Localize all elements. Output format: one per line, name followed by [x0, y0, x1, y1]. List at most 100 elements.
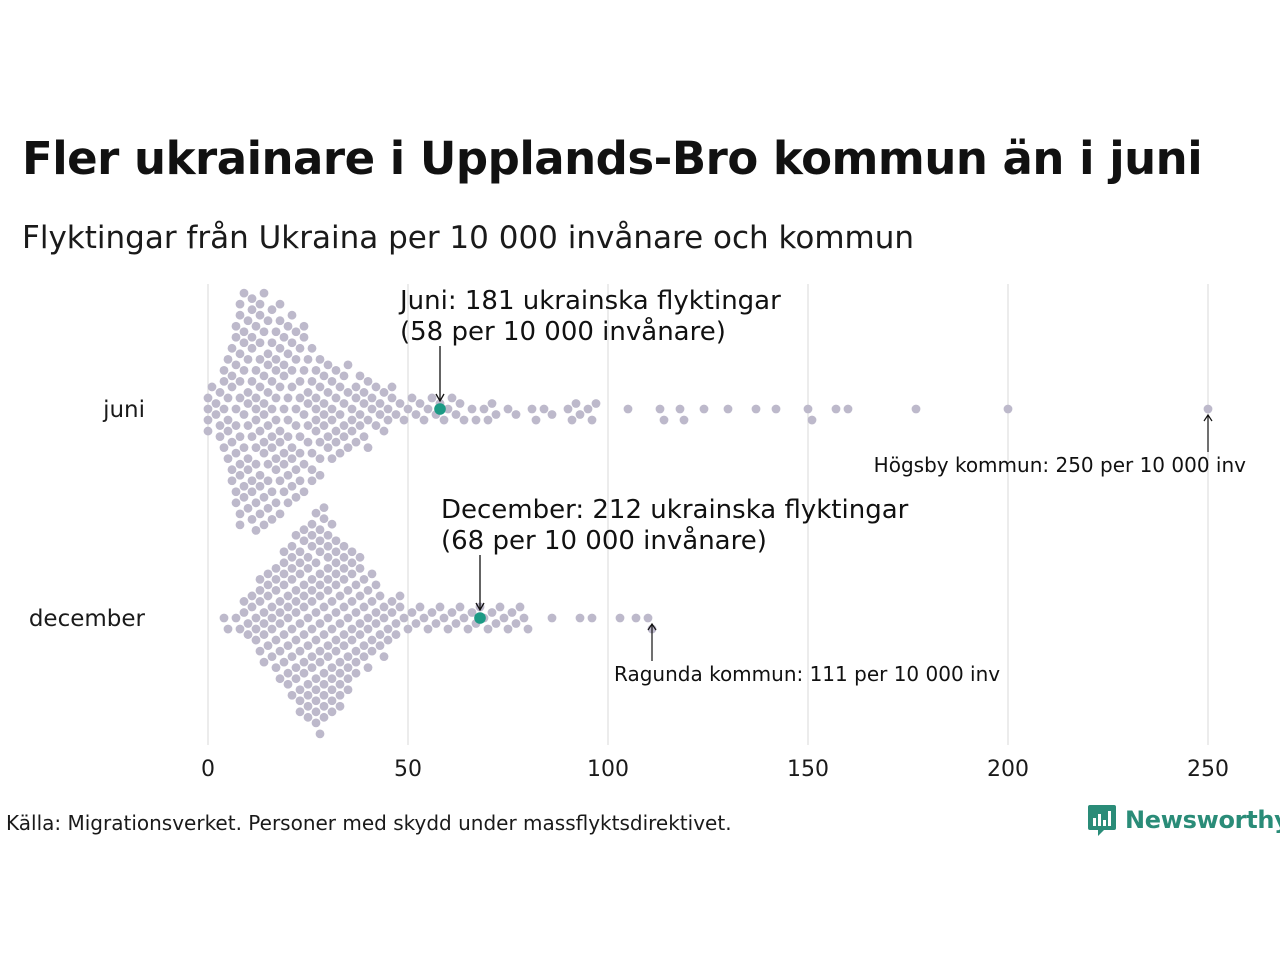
data-point	[331, 608, 341, 617]
data-point	[843, 404, 853, 414]
data-point	[247, 294, 257, 304]
data-point	[347, 404, 357, 414]
data-point	[323, 613, 333, 623]
data-point	[227, 465, 237, 475]
data-point	[831, 404, 841, 414]
data-point	[311, 508, 321, 518]
data-point	[283, 415, 293, 425]
data-point	[383, 404, 393, 414]
data-point	[379, 388, 389, 397]
data-point	[279, 657, 289, 667]
data-point	[295, 646, 305, 656]
data-point	[415, 399, 425, 408]
data-point	[239, 597, 249, 606]
data-point	[227, 371, 237, 381]
data-point	[331, 393, 341, 403]
data-point	[375, 641, 385, 650]
data-point	[331, 365, 341, 375]
data-point	[227, 343, 237, 353]
data-point	[383, 624, 393, 634]
category-label: juni	[102, 397, 145, 423]
data-point	[615, 613, 625, 623]
data-point	[363, 613, 373, 623]
data-point	[347, 624, 357, 634]
data-point	[375, 399, 385, 408]
highlight-point	[474, 612, 486, 624]
data-point	[291, 465, 301, 475]
data-point	[283, 668, 293, 678]
data-point	[279, 630, 289, 639]
data-point	[235, 377, 245, 386]
data-point	[307, 530, 317, 540]
data-point	[307, 574, 317, 584]
data-point	[311, 696, 321, 706]
data-point	[287, 541, 297, 551]
data-point	[459, 613, 469, 623]
data-point	[699, 404, 709, 414]
data-point	[243, 630, 253, 639]
data-point	[367, 393, 377, 403]
data-point	[435, 602, 445, 612]
data-point	[255, 574, 265, 584]
data-point	[275, 426, 285, 436]
data-point	[335, 591, 345, 601]
data-point	[323, 652, 333, 662]
data-point	[255, 382, 265, 392]
data-point	[263, 360, 273, 370]
data-point	[243, 619, 253, 628]
data-point	[299, 602, 309, 612]
data-point	[531, 415, 541, 425]
data-point	[255, 338, 265, 348]
data-point	[359, 574, 369, 584]
data-point	[259, 630, 269, 639]
data-point	[279, 547, 289, 557]
highlight-annotation: (68 per 10 000 invånare)	[441, 525, 767, 556]
data-point	[319, 399, 329, 408]
data-point	[347, 415, 357, 425]
beeswarm-chart: 0 50 100 150 200 250 juni december Juni: 181 u…	[29, 284, 1246, 782]
data-point	[375, 630, 385, 639]
data-point	[275, 509, 285, 519]
data-point	[431, 619, 441, 628]
data-point	[275, 619, 285, 628]
data-point	[235, 520, 245, 530]
data-point	[295, 707, 305, 717]
data-point	[1003, 404, 1013, 414]
data-point	[231, 448, 241, 458]
data-point	[291, 597, 301, 606]
data-point	[331, 558, 341, 568]
data-point	[259, 448, 269, 458]
data-point	[283, 641, 293, 650]
data-point	[267, 443, 277, 453]
data-point	[351, 646, 361, 656]
data-point	[311, 365, 321, 375]
data-point	[359, 641, 369, 650]
data-point	[631, 613, 641, 623]
data-point	[387, 393, 397, 403]
highlight-annotation: Juni: 181 ukrainska flyktingar	[398, 286, 781, 316]
data-point	[239, 327, 249, 337]
max-annotation: Ragunda kommun: 111 per 10 000 inv	[614, 662, 1000, 686]
data-point	[523, 624, 533, 634]
data-point	[255, 354, 265, 364]
data-point	[291, 586, 301, 595]
data-point	[299, 630, 309, 639]
data-point	[279, 487, 289, 497]
data-point	[339, 541, 349, 551]
data-point	[267, 624, 277, 634]
data-point	[303, 613, 313, 623]
data-point	[239, 410, 249, 419]
data-point	[271, 574, 281, 584]
data-point	[247, 514, 257, 524]
data-point	[507, 608, 517, 617]
data-point	[283, 613, 293, 623]
data-point	[571, 399, 581, 408]
data-point	[519, 613, 529, 623]
data-point	[503, 624, 513, 634]
data-point	[327, 624, 337, 634]
data-point	[235, 470, 245, 480]
data-point	[203, 415, 213, 425]
data-point	[247, 432, 257, 441]
data-point	[419, 415, 429, 425]
data-point	[399, 613, 409, 623]
